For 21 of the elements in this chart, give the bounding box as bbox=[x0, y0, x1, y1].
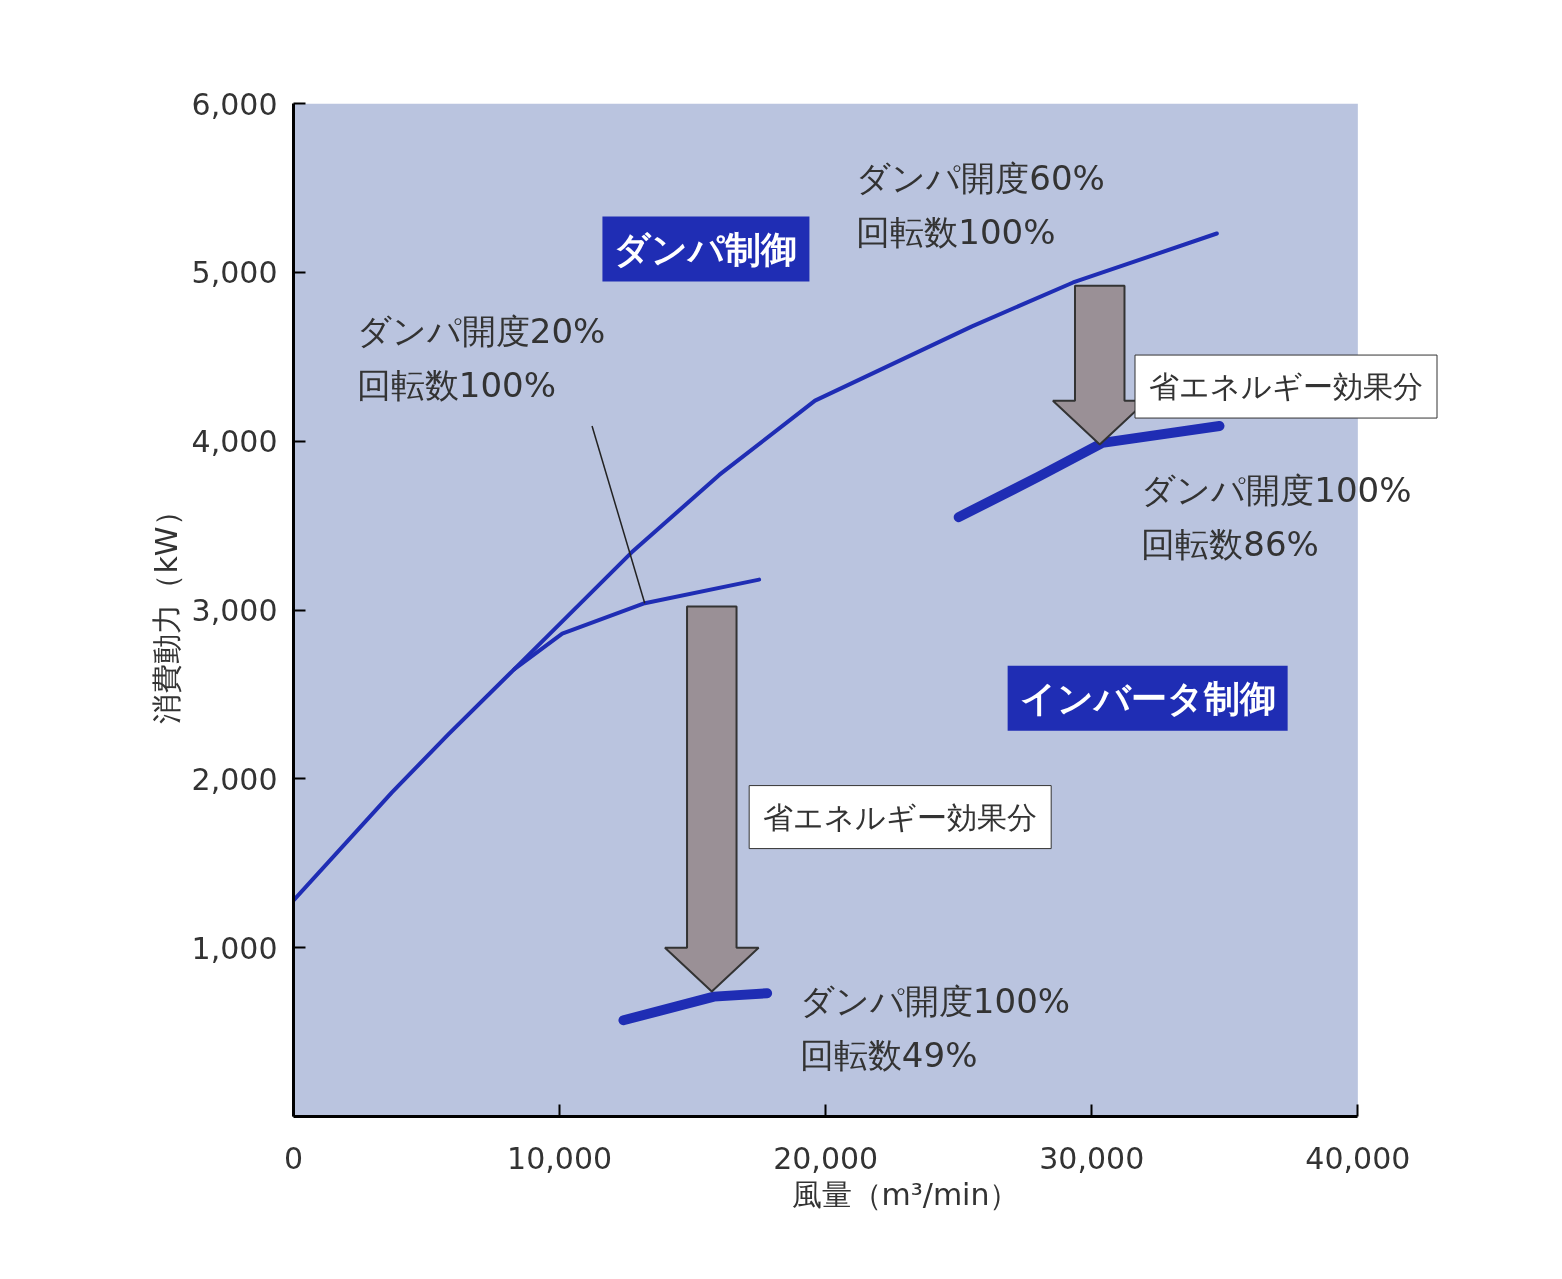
annotation: 省エネルギー効果分 bbox=[1149, 369, 1423, 405]
y-tick-label: 4,000 bbox=[191, 424, 278, 460]
y-tick-label: 2,000 bbox=[191, 761, 278, 797]
y-axis-title: 消費動力（kW） bbox=[148, 496, 184, 724]
x-tick-label: 30,000 bbox=[1039, 1140, 1145, 1176]
annotation: ダンパ開度100% 回転数49% bbox=[799, 981, 1071, 1076]
annotation: ダンパ制御 bbox=[614, 228, 798, 270]
x-axis-title: 風量（m³/min） bbox=[791, 1176, 1020, 1212]
x-tick-label: 20,000 bbox=[773, 1140, 879, 1176]
y-tick-label: 1,000 bbox=[191, 930, 278, 966]
x-tick-label: 40,000 bbox=[1305, 1140, 1411, 1176]
x-tick-label: 10,000 bbox=[507, 1140, 613, 1176]
y-tick-label: 5,000 bbox=[191, 255, 278, 291]
y-tick-label: 3,000 bbox=[191, 593, 278, 628]
annotation: インバータ制御 bbox=[1019, 677, 1276, 719]
annotation: ダンパ開度100% 回転数86% bbox=[1141, 469, 1412, 564]
y-tick-label: 6,000 bbox=[191, 86, 278, 122]
annotation: ダンパ開度20% 回転数100% bbox=[356, 311, 606, 406]
x-tick-label: 0 bbox=[283, 1140, 304, 1176]
annotation: 省エネルギー効果分 bbox=[763, 799, 1038, 835]
annotation: ダンパ開度60% 回転数100% bbox=[856, 157, 1105, 252]
